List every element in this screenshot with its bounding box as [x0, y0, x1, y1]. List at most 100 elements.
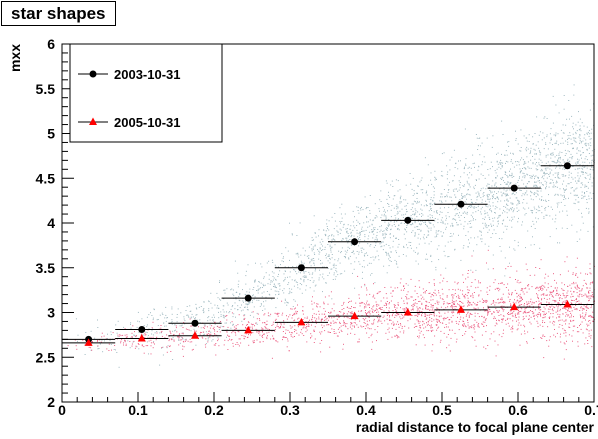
cloud-dot — [508, 325, 510, 327]
cloud-dot — [351, 244, 353, 246]
cloud-dot — [347, 236, 349, 238]
cloud-dot — [357, 275, 359, 277]
cloud-dot — [539, 165, 541, 167]
cloud-dot — [124, 339, 125, 341]
cloud-dot — [490, 192, 492, 194]
y-tick-label: 5.5 — [36, 81, 56, 97]
cloud-dot — [302, 276, 304, 278]
cloud-dot — [333, 331, 335, 332]
cloud-dot — [526, 305, 528, 307]
cloud-dot — [374, 257, 376, 259]
cloud-dot — [577, 175, 579, 177]
cloud-dot — [433, 191, 435, 193]
cloud-dot — [591, 346, 593, 348]
cloud-dot — [528, 319, 530, 320]
cloud-dot — [321, 276, 323, 278]
cloud-dot — [511, 172, 513, 174]
cloud-dot — [399, 197, 401, 199]
cloud-dot — [543, 293, 545, 295]
cloud-dot — [569, 118, 570, 120]
cloud-dot — [510, 312, 512, 314]
cloud-dot — [336, 271, 338, 273]
cloud-dot — [376, 293, 378, 295]
cloud-dot — [314, 254, 316, 255]
cloud-dot — [563, 329, 565, 331]
cloud-dot — [179, 325, 181, 327]
cloud-dot — [424, 222, 426, 224]
cloud-dot — [576, 161, 578, 163]
cloud-dot — [262, 336, 264, 338]
cloud-dot — [439, 211, 441, 213]
cloud-dot — [562, 124, 564, 126]
cloud-dot — [520, 310, 522, 312]
cloud-dot — [590, 132, 592, 134]
cloud-dot — [583, 295, 585, 297]
legend: 2003-10-31 2005-10-31 — [69, 43, 223, 143]
cloud-dot — [543, 172, 545, 174]
cloud-dot — [131, 336, 133, 338]
cloud-dot — [520, 324, 522, 326]
cloud-dot — [452, 205, 454, 207]
cloud-dot — [387, 195, 389, 197]
cloud-dot — [394, 304, 396, 306]
cloud-dot — [394, 215, 396, 216]
cloud-dot — [528, 141, 530, 142]
cloud-dot — [468, 183, 470, 185]
cloud-dot — [386, 233, 387, 235]
cloud-dot — [405, 255, 407, 257]
cloud-dot — [492, 268, 494, 270]
cloud-dot — [450, 306, 452, 308]
cloud-dot — [554, 194, 556, 196]
cloud-dot — [535, 309, 536, 311]
cloud-dot — [459, 301, 461, 302]
cloud-dot — [236, 291, 237, 293]
cloud-dot — [169, 345, 171, 347]
cloud-dot — [419, 327, 421, 328]
cloud-dot — [77, 334, 79, 336]
cloud-dot — [376, 250, 378, 252]
cloud-dot — [96, 341, 98, 343]
cloud-dot — [560, 201, 562, 203]
cloud-dot — [323, 308, 325, 310]
cloud-dot — [414, 290, 416, 292]
cloud-dot — [439, 297, 441, 299]
cloud-dot — [566, 292, 568, 294]
cloud-dot — [458, 180, 460, 182]
cloud-dot — [150, 336, 152, 338]
cloud-dot — [376, 240, 378, 242]
cloud-dot — [272, 335, 274, 337]
cloud-dot — [518, 304, 520, 306]
cloud-dot — [539, 268, 541, 269]
cloud-dot — [239, 307, 241, 309]
cloud-dot — [471, 226, 473, 228]
cloud-dot — [303, 279, 305, 281]
cloud-dot — [202, 310, 204, 311]
cloud-dot — [333, 329, 335, 330]
cloud-dot — [263, 276, 265, 278]
cloud-dot — [219, 298, 220, 300]
cloud-dot — [100, 341, 102, 343]
cloud-dot — [590, 337, 592, 339]
cloud-dot — [489, 168, 491, 170]
cloud-dot — [252, 340, 254, 342]
cloud-dot — [304, 317, 306, 319]
cloud-dot — [233, 326, 235, 328]
cloud-dot — [516, 329, 518, 331]
cloud-dot — [356, 206, 358, 208]
cloud-dot — [124, 334, 126, 336]
cloud-dot — [436, 307, 438, 309]
cloud-dot — [513, 176, 515, 177]
cloud-dot — [552, 299, 554, 301]
cloud-dot — [455, 219, 457, 221]
cloud-dot — [273, 286, 274, 287]
cloud-dot — [419, 332, 421, 334]
cloud-dot — [467, 231, 469, 233]
cloud-dot — [440, 339, 442, 341]
cloud-dot — [582, 140, 584, 142]
cloud-dot — [489, 309, 491, 311]
cloud-dot — [129, 347, 131, 349]
cloud-dot — [311, 303, 313, 305]
cloud-dot — [463, 324, 465, 326]
cloud-dot — [431, 215, 433, 217]
cloud-dot — [263, 277, 265, 279]
